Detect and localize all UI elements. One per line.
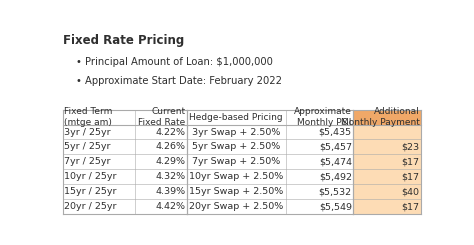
Text: • Approximate Start Date: February 2022: • Approximate Start Date: February 2022	[76, 76, 282, 86]
Bar	[135, 169, 187, 184]
Text: $5,532: $5,532	[319, 187, 352, 196]
Bar	[135, 199, 187, 214]
Bar	[353, 139, 421, 154]
Bar	[353, 199, 421, 214]
Bar	[63, 139, 135, 154]
Text: 4.26%: 4.26%	[155, 143, 185, 151]
Text: 7yr Swap + 2.50%: 7yr Swap + 2.50%	[192, 158, 280, 166]
Text: 20yr / 25yr: 20yr / 25yr	[64, 202, 117, 211]
Bar	[63, 110, 135, 124]
Text: Fixed Term
(mtge am): Fixed Term (mtge am)	[64, 107, 113, 127]
Bar	[135, 124, 187, 139]
Text: 10yr Swap + 2.50%: 10yr Swap + 2.50%	[189, 172, 283, 181]
Text: $40: $40	[401, 187, 419, 196]
Bar	[285, 184, 353, 199]
Text: $23: $23	[401, 143, 419, 151]
Bar	[187, 154, 285, 169]
Bar	[63, 184, 135, 199]
Bar	[187, 169, 285, 184]
Text: 3yr Swap + 2.50%: 3yr Swap + 2.50%	[192, 127, 281, 136]
Bar	[353, 184, 421, 199]
Text: 20yr Swap + 2.50%: 20yr Swap + 2.50%	[189, 202, 283, 211]
Text: 10yr / 25yr: 10yr / 25yr	[64, 172, 117, 181]
Bar	[353, 110, 421, 124]
Text: 4.39%: 4.39%	[155, 187, 185, 196]
Bar	[285, 169, 353, 184]
Text: Fixed Rate Pricing: Fixed Rate Pricing	[63, 34, 184, 47]
Bar	[353, 124, 421, 139]
Bar	[187, 110, 285, 124]
Text: 4.29%: 4.29%	[155, 158, 185, 166]
Bar	[187, 124, 285, 139]
Bar	[63, 169, 135, 184]
Bar	[187, 199, 285, 214]
Bar	[353, 154, 421, 169]
Text: 15yr / 25yr: 15yr / 25yr	[64, 187, 117, 196]
Bar	[353, 169, 421, 184]
Text: 5yr / 25yr: 5yr / 25yr	[64, 143, 111, 151]
Text: Approximate
Monthly P&I: Approximate Monthly P&I	[294, 107, 352, 127]
Bar	[285, 199, 353, 214]
Text: $17: $17	[401, 172, 419, 181]
Text: $5,549: $5,549	[319, 202, 352, 211]
Bar	[285, 110, 353, 124]
Text: • Principal Amount of Loan: $1,000,000: • Principal Amount of Loan: $1,000,000	[76, 57, 273, 67]
Text: $5,435: $5,435	[319, 127, 352, 136]
Bar	[135, 154, 187, 169]
Bar	[63, 124, 135, 139]
Bar	[187, 139, 285, 154]
Bar	[285, 139, 353, 154]
Bar	[285, 154, 353, 169]
Text: 4.22%: 4.22%	[155, 127, 185, 136]
Text: 4.32%: 4.32%	[155, 172, 185, 181]
Text: 15yr Swap + 2.50%: 15yr Swap + 2.50%	[189, 187, 283, 196]
Bar	[135, 139, 187, 154]
Text: Current
Fixed Rate: Current Fixed Rate	[138, 107, 185, 127]
Text: Hedge-based Pricing: Hedge-based Pricing	[190, 112, 283, 122]
Text: $17: $17	[401, 158, 419, 166]
Text: $5,492: $5,492	[319, 172, 352, 181]
Bar	[285, 124, 353, 139]
Text: 5yr Swap + 2.50%: 5yr Swap + 2.50%	[192, 143, 280, 151]
Bar	[135, 110, 187, 124]
Bar	[187, 184, 285, 199]
Text: 3yr / 25yr: 3yr / 25yr	[64, 127, 111, 136]
Text: $5,457: $5,457	[319, 143, 352, 151]
Text: $17: $17	[401, 202, 419, 211]
Text: $5,474: $5,474	[319, 158, 352, 166]
Text: 4.42%: 4.42%	[155, 202, 185, 211]
Text: Additional
Monthly Payment: Additional Monthly Payment	[341, 107, 419, 127]
Bar	[63, 154, 135, 169]
Bar	[63, 199, 135, 214]
Bar	[135, 184, 187, 199]
Text: 7yr / 25yr: 7yr / 25yr	[64, 158, 111, 166]
